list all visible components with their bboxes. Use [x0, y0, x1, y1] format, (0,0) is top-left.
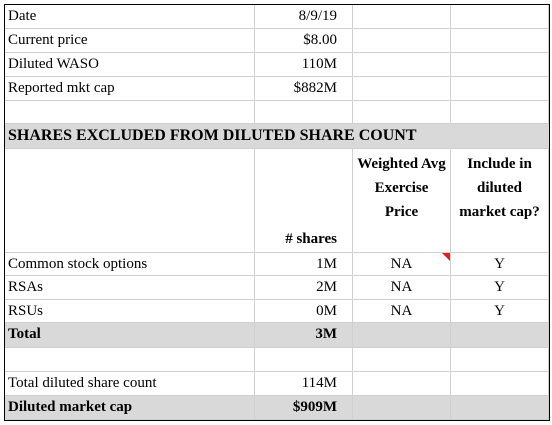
- row-section-title: SHARES EXCLUDED FROM DILUTED SHARE COUNT: [5, 124, 549, 149]
- cell-date-value[interactable]: 8/9/19: [255, 5, 353, 29]
- cell-empty[interactable]: [451, 372, 549, 396]
- cell-empty[interactable]: [353, 5, 451, 29]
- row-price[interactable]: NA: [353, 276, 451, 300]
- cell-empty[interactable]: [5, 348, 255, 372]
- cell-mktcap-label[interactable]: Reported mkt cap: [5, 77, 255, 101]
- cell-waso-label[interactable]: Diluted WASO: [5, 53, 255, 77]
- row-label[interactable]: RSUs: [5, 300, 255, 323]
- row-diluted-count: Total diluted share count 114M: [5, 372, 549, 396]
- row-shares[interactable]: 1M: [255, 253, 353, 276]
- header-shares[interactable]: # shares: [255, 149, 353, 253]
- total-label[interactable]: Total: [5, 323, 255, 348]
- cell-empty[interactable]: [353, 348, 451, 372]
- row-shares[interactable]: 0M: [255, 300, 353, 323]
- cell-mktcap-value[interactable]: $882M: [255, 77, 353, 101]
- diluted-count-value[interactable]: 114M: [255, 372, 353, 396]
- cell-empty[interactable]: [451, 77, 549, 101]
- cell-empty[interactable]: [451, 29, 549, 53]
- row-label[interactable]: RSAs: [5, 276, 255, 300]
- cell-empty[interactable]: [353, 77, 451, 101]
- cell-empty[interactable]: [451, 53, 549, 77]
- cell-empty[interactable]: [451, 323, 549, 348]
- comment-indicator-icon[interactable]: [442, 253, 450, 261]
- diluted-cap-value[interactable]: $909M: [255, 396, 353, 420]
- cell-empty[interactable]: [353, 323, 451, 348]
- header-shares-label: # shares: [285, 231, 337, 247]
- row-include[interactable]: Y: [451, 253, 549, 276]
- row-diluted-cap: Diluted market cap $909M: [5, 396, 549, 420]
- cell-empty[interactable]: [451, 101, 549, 124]
- cell-price-value[interactable]: $8.00: [255, 29, 353, 53]
- row-current-price: Current price $8.00: [5, 29, 549, 53]
- cell-empty[interactable]: [255, 348, 353, 372]
- row-diluted-waso: Diluted WASO 110M: [5, 53, 549, 77]
- spreadsheet: Date 8/9/19 Current price $8.00 Diluted …: [4, 4, 550, 421]
- total-shares[interactable]: 3M: [255, 323, 353, 348]
- section-title[interactable]: SHARES EXCLUDED FROM DILUTED SHARE COUNT: [5, 124, 549, 149]
- row-reported-mkt-cap: Reported mkt cap $882M: [5, 77, 549, 101]
- row-include[interactable]: Y: [451, 276, 549, 300]
- row-label[interactable]: Common stock options: [5, 253, 255, 276]
- row-blank: [5, 348, 549, 372]
- row-price[interactable]: NA: [353, 253, 451, 276]
- row-column-headers: # shares Weighted Avg Exercise Price Inc…: [5, 149, 549, 253]
- cell-empty[interactable]: [353, 101, 451, 124]
- cell-empty[interactable]: [353, 53, 451, 77]
- header-exercise-price[interactable]: Weighted Avg Exercise Price: [353, 149, 451, 253]
- cell-date-label[interactable]: Date: [5, 5, 255, 29]
- row-price-text: NA: [390, 256, 413, 272]
- row-date: Date 8/9/19: [5, 5, 549, 29]
- table-row: Common stock options 1M NA Y: [5, 253, 549, 276]
- row-blank: [5, 101, 549, 124]
- table-row: RSUs 0M NA Y: [5, 300, 549, 323]
- cell-empty[interactable]: [353, 29, 451, 53]
- diluted-cap-label[interactable]: Diluted market cap: [5, 396, 255, 420]
- cell-empty[interactable]: [353, 372, 451, 396]
- cell-waso-value[interactable]: 110M: [255, 53, 353, 77]
- diluted-count-label[interactable]: Total diluted share count: [5, 372, 255, 396]
- cell-empty[interactable]: [353, 396, 451, 420]
- cell-empty[interactable]: [451, 348, 549, 372]
- cell-empty[interactable]: [255, 101, 353, 124]
- cell-empty[interactable]: [5, 149, 255, 253]
- cell-empty[interactable]: [5, 101, 255, 124]
- row-include[interactable]: Y: [451, 300, 549, 323]
- cell-price-label[interactable]: Current price: [5, 29, 255, 53]
- cell-empty[interactable]: [451, 396, 549, 420]
- table-row: RSAs 2M NA Y: [5, 276, 549, 300]
- row-price[interactable]: NA: [353, 300, 451, 323]
- row-total: Total 3M: [5, 323, 549, 348]
- cell-empty[interactable]: [451, 5, 549, 29]
- header-include[interactable]: Include in diluted market cap?: [451, 149, 549, 253]
- row-shares[interactable]: 2M: [255, 276, 353, 300]
